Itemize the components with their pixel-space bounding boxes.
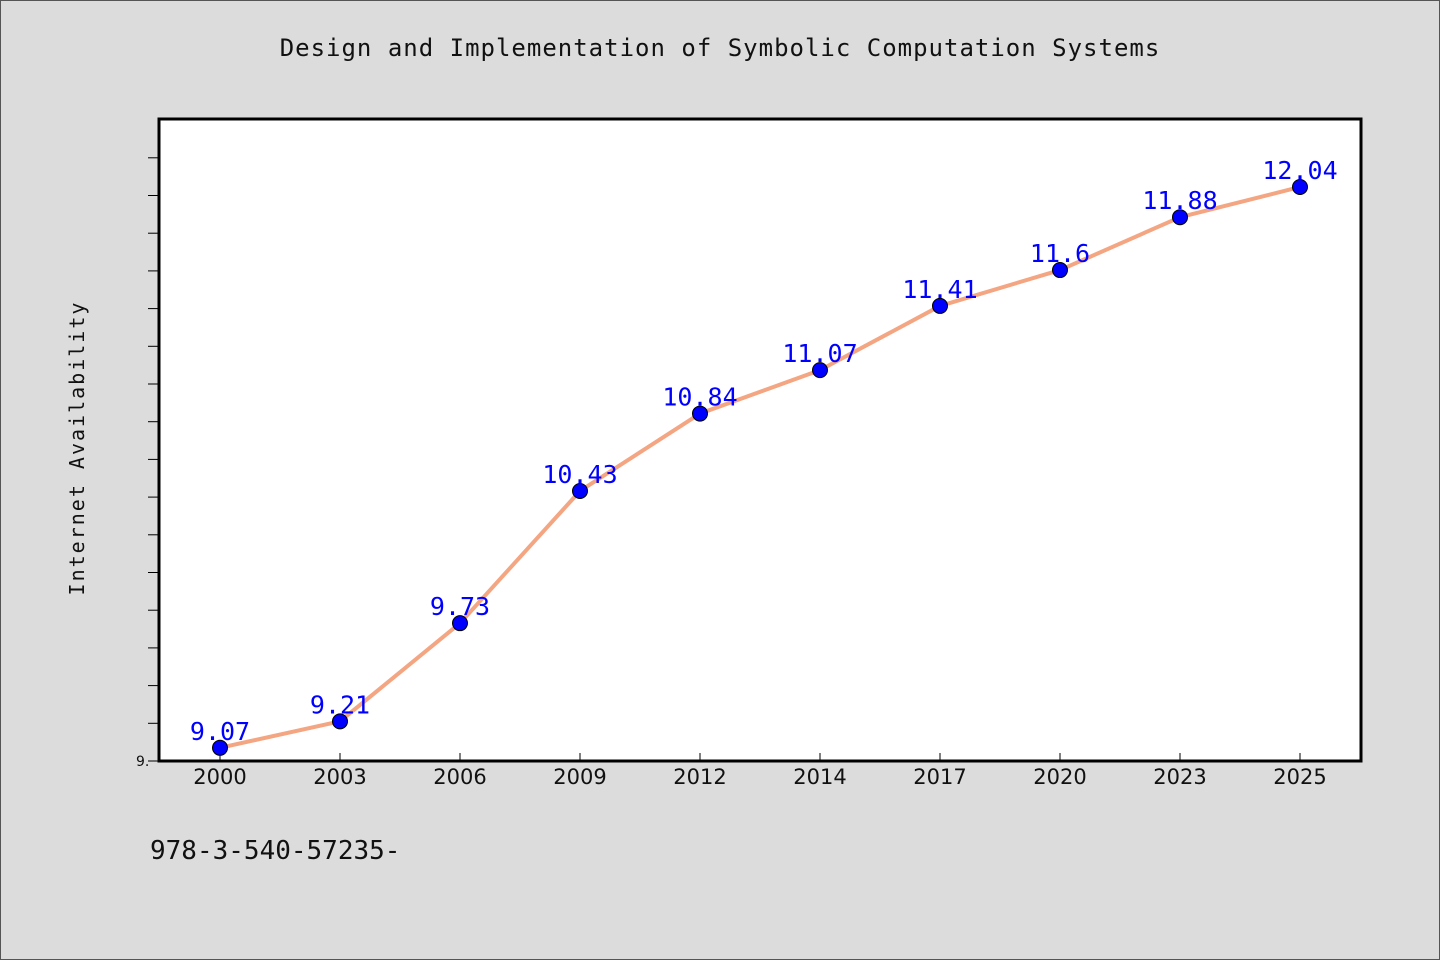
data-point — [692, 405, 708, 422]
y-axis-ticks: 9. — [136, 157, 159, 770]
data-label: 10.43 — [542, 460, 617, 489]
x-axis-ticks: 2000 2003 2006 2009 2012 2014 2017 2020 2023 2025 — [193, 753, 1327, 789]
data-markers — [212, 178, 1308, 756]
series-lines — [218, 184, 1302, 750]
x-tick-label: 2014 — [793, 765, 846, 789]
data-point — [332, 713, 348, 730]
y-tick-label: 9. — [136, 754, 149, 770]
x-tick-label: 2009 — [553, 765, 606, 789]
data-label: 9.07 — [190, 717, 250, 746]
data-label: 10.84 — [662, 383, 737, 412]
data-point — [1292, 178, 1308, 195]
x-tick-label: 2020 — [1033, 765, 1086, 789]
data-point — [212, 739, 228, 756]
footer-text: 978-3-540-57235- — [150, 836, 401, 866]
data-point — [932, 297, 948, 314]
data-labels: 9.07 9.21 9.73 10.43 10.84 11.07 11.41 11.6 11.8… — [190, 156, 1338, 746]
series-line — [218, 184, 1302, 750]
x-tick-label: 2025 — [1273, 765, 1326, 789]
data-point — [1052, 262, 1068, 279]
chart-title: Design and Implementation of Symbolic Co… — [279, 34, 1161, 62]
data-label: 11.41 — [902, 275, 977, 304]
x-tick-label: 2006 — [433, 765, 486, 789]
x-tick-label: 2000 — [193, 765, 246, 789]
data-label: 11.6 — [1030, 239, 1090, 268]
x-tick-label: 2003 — [313, 765, 366, 789]
x-tick-label: 2012 — [673, 765, 726, 789]
data-point — [812, 362, 828, 379]
data-label: 9.73 — [430, 592, 490, 621]
data-label: 9.21 — [310, 690, 370, 719]
data-label: 11.88 — [1142, 186, 1217, 215]
data-label: 11.07 — [782, 339, 857, 368]
x-tick-label: 2023 — [1153, 765, 1206, 789]
x-tick-label: 2017 — [913, 765, 966, 789]
data-point — [572, 482, 588, 499]
data-label: 12.04 — [1262, 156, 1337, 185]
data-point — [1172, 209, 1188, 226]
data-point — [452, 615, 468, 632]
